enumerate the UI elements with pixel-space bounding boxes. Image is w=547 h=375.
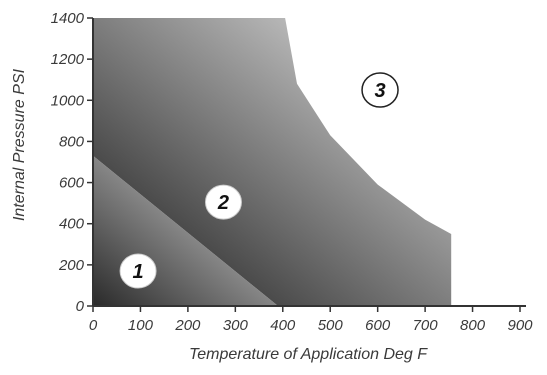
x-tick-label: 600 [365,317,391,334]
zone-2-label: 2 [217,192,229,214]
zone-3-badge-circle [361,72,399,108]
x-tick-label: 100 [128,317,154,334]
x-tick-label: 500 [318,317,344,334]
zone-2-badge: 2 [204,184,242,220]
zone-3-badge: 3 [361,72,399,108]
y-tick-label: 200 [58,257,85,274]
y-tick-label: 800 [59,133,85,150]
ticks-layer: 0 100 200 300 400 500 600 700 800 900 0 200 400 600 80… [51,10,534,334]
zone-1-badge: 1 [119,253,157,289]
x-tick-label: 400 [270,317,296,334]
y-tick-label: 1400 [51,10,85,27]
zone-1-badge-circle [119,253,157,289]
x-tick-label: 0 [89,317,98,334]
y-tick-label: 1000 [51,92,85,109]
axes-layer [92,18,526,307]
x-tick-label: 700 [413,317,439,334]
y-tick-label: 600 [59,175,85,192]
y-tick-label: 1200 [51,51,85,68]
zone-2-area [93,18,452,306]
x-tick-label: 300 [223,317,249,334]
y-tick-label: 0 [76,298,85,315]
x-tick-label: 800 [460,317,486,334]
y-axis-title: Internal Pressure PSI [11,68,28,221]
y-tick-label: 400 [59,216,85,233]
x-tick-label: 200 [174,317,201,334]
zone-2-badge-circle [204,184,242,220]
x-axis-title: Temperature of Application Deg F [189,346,428,363]
zone-labels-layer: 1 2 3 [119,72,399,289]
zone-3-label: 3 [374,80,385,102]
zone-1-label: 1 [133,261,144,283]
x-tick-label: 900 [507,317,533,334]
